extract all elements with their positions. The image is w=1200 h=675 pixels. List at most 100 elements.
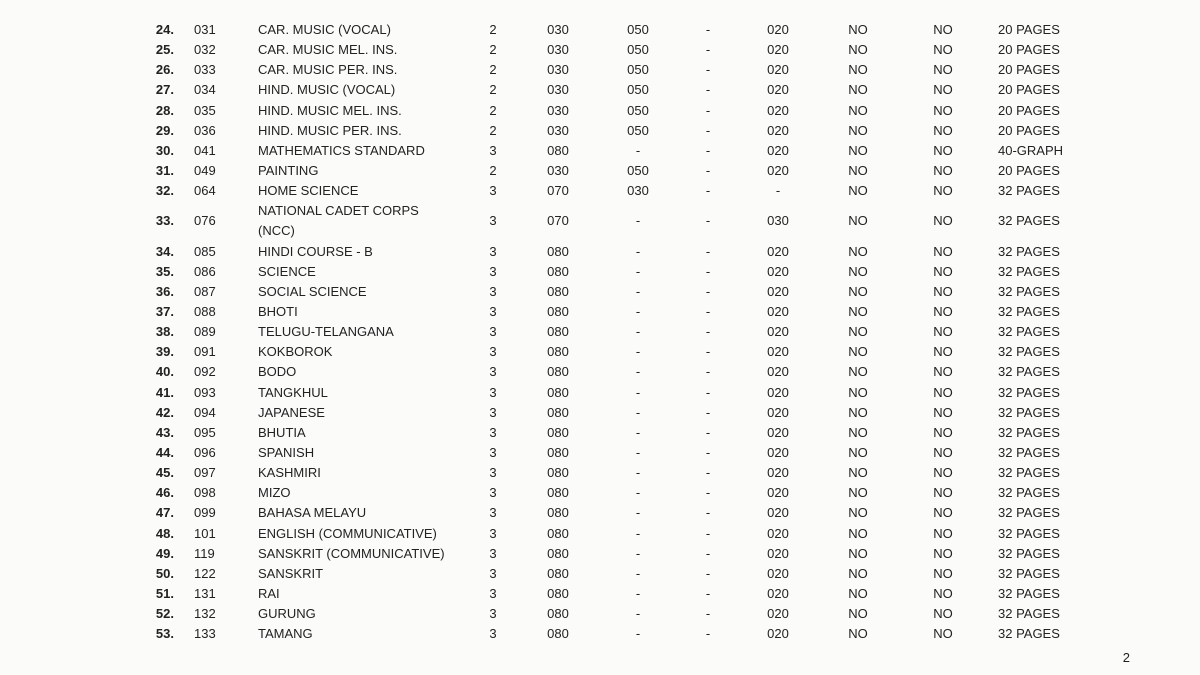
- col-hours: 3: [478, 624, 508, 644]
- col-flag1: NO: [828, 503, 888, 523]
- col-theory: 030: [528, 121, 588, 141]
- col-pages: 32 PAGES: [998, 181, 1078, 201]
- col-flag2: NO: [908, 121, 978, 141]
- col-hours: 3: [478, 503, 508, 523]
- subject-name: HIND. MUSIC MEL. INS.: [258, 101, 458, 121]
- col-theory: 080: [528, 524, 588, 544]
- col-flag1: NO: [828, 423, 888, 443]
- col-sep: -: [688, 282, 728, 302]
- subject-name: SANSKRIT: [258, 564, 458, 584]
- col-pages: 32 PAGES: [998, 242, 1078, 262]
- col-internal: 020: [748, 503, 808, 523]
- subject-code: 076: [194, 211, 238, 231]
- col-hours: 3: [478, 604, 508, 624]
- col-theory: 080: [528, 403, 588, 423]
- col-internal: 020: [748, 282, 808, 302]
- col-theory: 080: [528, 483, 588, 503]
- table-row: 30.041MATHEMATICS STANDARD3080--020NONO4…: [140, 141, 1140, 161]
- col-flag2: NO: [908, 403, 978, 423]
- col-sep: -: [688, 141, 728, 161]
- col-practical: -: [608, 584, 668, 604]
- col-sep: -: [688, 242, 728, 262]
- col-theory: 070: [528, 181, 588, 201]
- subject-code: 101: [194, 524, 238, 544]
- col-hours: 3: [478, 282, 508, 302]
- col-flag1: NO: [828, 362, 888, 382]
- col-hours: 2: [478, 80, 508, 100]
- col-hours: 3: [478, 463, 508, 483]
- col-internal: 020: [748, 262, 808, 282]
- col-practical: -: [608, 211, 668, 231]
- subject-name: GURUNG: [258, 604, 458, 624]
- subject-code: 049: [194, 161, 238, 181]
- table-row: 27.034HIND. MUSIC (VOCAL)2030050-020NONO…: [140, 80, 1140, 100]
- col-hours: 2: [478, 20, 508, 40]
- col-practical: -: [608, 282, 668, 302]
- col-pages: 32 PAGES: [998, 584, 1078, 604]
- table-row: 42.094JAPANESE3080--020NONO32 PAGES: [140, 403, 1140, 423]
- col-practical: -: [608, 242, 668, 262]
- col-sep: -: [688, 181, 728, 201]
- subject-name: KOKBOROK: [258, 342, 458, 362]
- subject-name: BHUTIA: [258, 423, 458, 443]
- col-internal: 020: [748, 322, 808, 342]
- col-hours: 2: [478, 121, 508, 141]
- col-sep: -: [688, 443, 728, 463]
- col-hours: 3: [478, 423, 508, 443]
- subject-code: 034: [194, 80, 238, 100]
- col-theory: 030: [528, 20, 588, 40]
- col-flag1: NO: [828, 282, 888, 302]
- col-hours: 3: [478, 443, 508, 463]
- col-flag1: NO: [828, 20, 888, 40]
- col-hours: 3: [478, 403, 508, 423]
- serial-number: 43.: [140, 423, 174, 443]
- col-flag2: NO: [908, 262, 978, 282]
- table-row: 28.035HIND. MUSIC MEL. INS.2030050-020NO…: [140, 101, 1140, 121]
- col-hours: 3: [478, 302, 508, 322]
- col-pages: 32 PAGES: [998, 211, 1078, 231]
- subject-name: TAMANG: [258, 624, 458, 644]
- col-practical: -: [608, 423, 668, 443]
- col-hours: 3: [478, 564, 508, 584]
- col-sep: -: [688, 121, 728, 141]
- col-internal: 020: [748, 403, 808, 423]
- col-practical: -: [608, 564, 668, 584]
- col-theory: 080: [528, 322, 588, 342]
- col-practical: -: [608, 524, 668, 544]
- subject-name: CAR. MUSIC MEL. INS.: [258, 40, 458, 60]
- col-flag2: NO: [908, 503, 978, 523]
- col-internal: 020: [748, 362, 808, 382]
- serial-number: 37.: [140, 302, 174, 322]
- col-internal: 020: [748, 242, 808, 262]
- col-flag1: NO: [828, 242, 888, 262]
- col-flag2: NO: [908, 20, 978, 40]
- col-pages: 32 PAGES: [998, 604, 1078, 624]
- col-flag2: NO: [908, 181, 978, 201]
- page-number: 2: [140, 650, 1140, 665]
- col-internal: 020: [748, 544, 808, 564]
- col-flag2: NO: [908, 584, 978, 604]
- col-sep: -: [688, 503, 728, 523]
- col-pages: 32 PAGES: [998, 262, 1078, 282]
- table-row: 52.132GURUNG3080--020NONO32 PAGES: [140, 604, 1140, 624]
- col-pages: 20 PAGES: [998, 101, 1078, 121]
- subject-code: 033: [194, 60, 238, 80]
- col-flag1: NO: [828, 524, 888, 544]
- col-sep: -: [688, 362, 728, 382]
- col-pages: 20 PAGES: [998, 80, 1078, 100]
- serial-number: 48.: [140, 524, 174, 544]
- col-flag1: NO: [828, 181, 888, 201]
- col-theory: 070: [528, 211, 588, 231]
- col-practical: -: [608, 604, 668, 624]
- table-row: 38.089TELUGU-TELANGANA3080--020NONO32 PA…: [140, 322, 1140, 342]
- col-pages: 32 PAGES: [998, 463, 1078, 483]
- col-sep: -: [688, 483, 728, 503]
- col-flag1: NO: [828, 121, 888, 141]
- col-practical: 050: [608, 80, 668, 100]
- col-sep: -: [688, 161, 728, 181]
- col-practical: -: [608, 383, 668, 403]
- col-pages: 32 PAGES: [998, 282, 1078, 302]
- col-practical: -: [608, 544, 668, 564]
- subject-code: 093: [194, 383, 238, 403]
- col-sep: -: [688, 262, 728, 282]
